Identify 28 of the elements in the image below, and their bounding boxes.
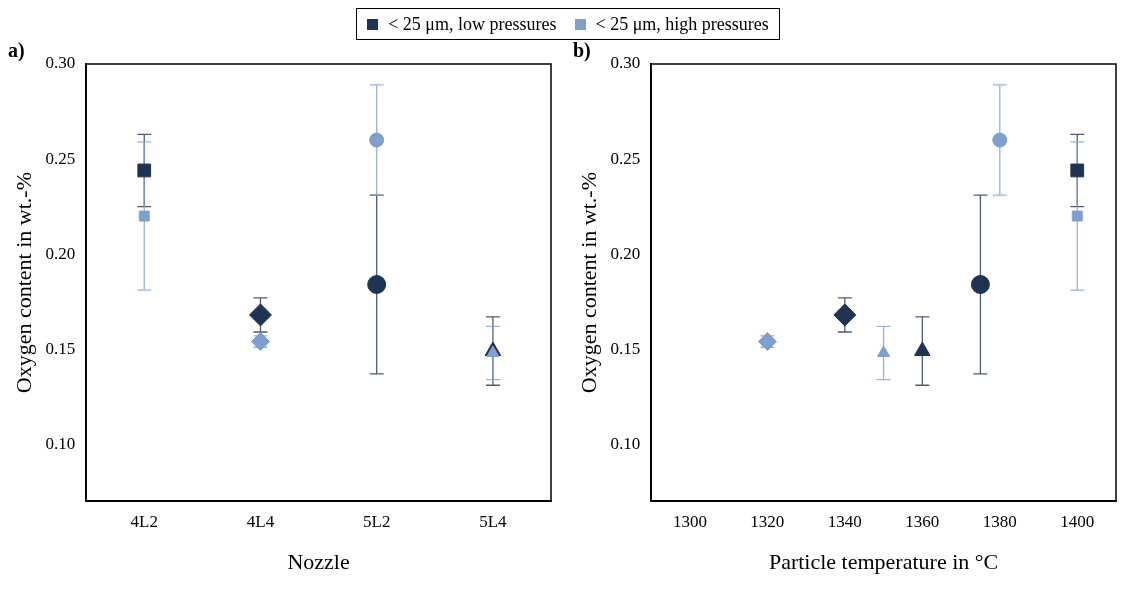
x-axis-title: Particle temperature in °C (768, 548, 999, 574)
x-tick-label: 1380 (982, 511, 1017, 531)
y-tick-label: 0.25 (610, 148, 641, 168)
x-tick-label: 1300 (672, 511, 707, 531)
y-tick-label: 0.10 (45, 433, 76, 453)
x-tick-label: 1400 (1060, 511, 1095, 531)
chart-title: a) (8, 39, 25, 63)
x-tick-label: 4L2 (130, 511, 158, 531)
y-tick-label: 0.15 (610, 338, 641, 358)
y-tick-label: 0.20 (610, 243, 641, 263)
y-axis-title: Oxygen content in wt.-% (575, 172, 601, 394)
y-tick-label: 0.25 (45, 148, 76, 168)
x-tick-label: 1320 (750, 511, 785, 531)
y-tick-label: 0.30 (610, 53, 641, 73)
y-axis-title: Oxygen content in wt.-% (10, 172, 36, 394)
legend-label: < 25 μm, high pressures (595, 13, 769, 35)
x-tick-label: 1340 (827, 511, 862, 531)
y-tick-label: 0.15 (45, 338, 76, 358)
y-tick-label: 0.30 (45, 53, 76, 73)
y-tick-label: 0.10 (610, 433, 641, 453)
x-tick-label: 4L4 (246, 511, 275, 531)
x-axis-title: Nozzle (287, 548, 350, 574)
x-tick-label: 5L2 (362, 511, 391, 531)
x-tick-label: 1360 (905, 511, 940, 531)
y-tick-label: 0.20 (45, 243, 76, 263)
x-tick-label: 5L4 (479, 511, 508, 531)
legend-label: < 25 μm, low pressures (388, 13, 557, 35)
chart-title: b) (573, 39, 591, 63)
